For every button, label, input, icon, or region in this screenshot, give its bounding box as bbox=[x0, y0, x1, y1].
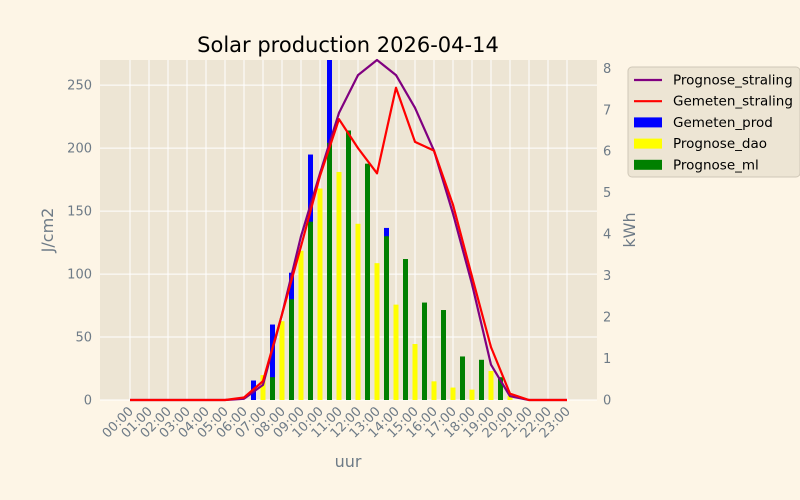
bar-prognose-ml bbox=[308, 221, 313, 400]
bar-prognose-dao bbox=[431, 381, 437, 400]
y-right-tick-label: 6 bbox=[603, 145, 611, 160]
y-left-tick-label: 150 bbox=[67, 205, 92, 220]
legend: Prognose_straling Gemeten_straling Gemeten… bbox=[627, 66, 800, 178]
y-left-tick-label: 50 bbox=[75, 331, 92, 346]
bar-prognose-ml bbox=[403, 259, 408, 400]
bar-prognose-ml bbox=[384, 236, 389, 400]
legend-swatch bbox=[634, 159, 662, 170]
y-right-tick-label: 8 bbox=[603, 62, 611, 77]
legend-label: Prognose_dao bbox=[673, 136, 767, 152]
y-right-tick-label: 5 bbox=[603, 186, 611, 201]
bar-prognose-ml bbox=[327, 142, 332, 401]
y-axis-right-label: kWh bbox=[620, 212, 639, 247]
bar-prognose-ml bbox=[422, 302, 427, 400]
y-axis-left-label: J/cm2 bbox=[38, 208, 57, 254]
bar-prognose-dao bbox=[412, 344, 418, 400]
y-right-tick-label: 7 bbox=[603, 103, 611, 118]
bar-prognose-dao bbox=[450, 387, 456, 400]
bars bbox=[251, 60, 513, 401]
bar-prognose-dao bbox=[469, 389, 475, 400]
y-right-tick-label: 2 bbox=[603, 311, 611, 326]
bar-prognose-dao bbox=[260, 375, 266, 400]
bar-prognose-ml bbox=[346, 130, 351, 401]
y-left-tick-label: 100 bbox=[67, 268, 92, 283]
legend-label: Prognose_ml bbox=[673, 157, 759, 173]
legend-label: Gemeten_prod bbox=[673, 115, 773, 131]
chart-title: Solar production 2026-04-14 bbox=[197, 33, 499, 57]
bar-prognose-dao bbox=[393, 304, 399, 400]
bar-prognose-ml bbox=[270, 377, 275, 400]
bar-prognose-dao bbox=[336, 171, 342, 400]
line-gemeten-straling bbox=[130, 86, 567, 402]
bar-prognose-dao bbox=[355, 223, 361, 400]
x-axis-label: uur bbox=[335, 452, 362, 471]
y-right-tick-label: 3 bbox=[603, 269, 611, 284]
legend-swatch bbox=[634, 117, 662, 128]
bar-prognose-ml bbox=[498, 377, 503, 400]
legend-swatch bbox=[634, 138, 662, 149]
bar-prognose-ml bbox=[441, 310, 446, 400]
y-right-tick-label: 1 bbox=[603, 352, 611, 367]
lines bbox=[130, 58, 567, 402]
y-left-tick-label: 200 bbox=[67, 142, 92, 157]
legend-label: Gemeten_straling bbox=[673, 94, 793, 110]
legend-box bbox=[627, 66, 800, 178]
bar-prognose-ml bbox=[460, 356, 465, 400]
y-left-tick-label: 250 bbox=[67, 79, 92, 94]
y-left-tick-label: 0 bbox=[84, 394, 92, 409]
bar-gemeten-prod bbox=[270, 324, 275, 400]
bar-prognose-dao bbox=[298, 250, 304, 400]
bar-prognose-dao bbox=[488, 370, 494, 400]
bar-prognose-dao bbox=[507, 395, 513, 400]
bar-prognose-dao bbox=[279, 321, 285, 400]
y-right-tick-label: 0 bbox=[603, 394, 611, 409]
bar-prognose-dao bbox=[374, 263, 380, 400]
bar-prognose-ml bbox=[365, 163, 370, 400]
bar-prognose-ml bbox=[479, 359, 484, 400]
legend-label: Prognose_straling bbox=[673, 73, 793, 89]
y-right-tick-label: 4 bbox=[603, 228, 611, 243]
bar-prognose-dao bbox=[317, 188, 323, 400]
bar-prognose-ml bbox=[289, 299, 294, 400]
